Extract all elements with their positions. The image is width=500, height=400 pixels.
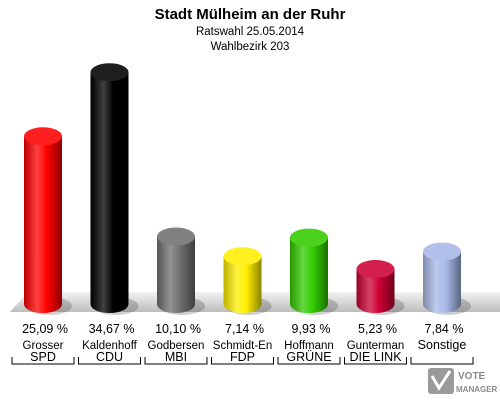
bar-body <box>157 236 195 313</box>
logo-line-vote: VOTE <box>458 371 486 382</box>
value-label: 34,67 % <box>89 322 135 336</box>
category-bracket <box>410 357 474 365</box>
value-label: 5,23 % <box>358 322 397 336</box>
logo-check-icon <box>430 370 452 391</box>
bar-body <box>90 72 129 313</box>
bar-sonstige <box>423 242 471 315</box>
candidate-label: Schmidt-En <box>213 340 272 352</box>
candidate-label: Godbersen <box>148 340 205 352</box>
party-label: MBI <box>165 350 187 364</box>
category-bracket <box>277 357 341 365</box>
party-label: DIE LINK <box>349 350 402 364</box>
bar-mbi <box>157 227 205 315</box>
value-label: 7,84 % <box>425 322 464 336</box>
bar-top <box>356 260 395 279</box>
bar-top <box>90 63 129 82</box>
bar-body <box>24 136 62 313</box>
party-label: CDU <box>96 350 123 364</box>
bar-die-link <box>356 260 405 315</box>
vote-manager-logo: VOTE MANAGER <box>428 368 498 394</box>
bar-body <box>223 256 262 313</box>
chart-subtitle-district: Wahlbezirk 203 <box>211 41 290 53</box>
logo-line-manager: MANAGER <box>456 385 498 394</box>
bars-group <box>24 63 471 315</box>
party-label: SPD <box>30 350 56 364</box>
category-bracket <box>78 357 141 365</box>
value-label: 7,14 % <box>225 322 264 336</box>
bar-spd <box>24 127 72 315</box>
bar-top <box>24 127 62 146</box>
category-bracket <box>211 357 274 365</box>
bar-body <box>423 251 461 313</box>
bar-top <box>423 242 461 261</box>
value-label: 25,09 % <box>22 322 68 336</box>
chart-subtitle-date: Ratswahl 25.05.2014 <box>196 26 305 38</box>
bar-fdp <box>223 247 272 315</box>
bar-gr-ne <box>290 228 338 315</box>
bar-top <box>223 247 262 266</box>
category-bracket <box>11 357 75 365</box>
category-bracket <box>144 357 208 365</box>
bar-body <box>290 237 328 313</box>
bar-top <box>290 228 328 247</box>
candidate-label: Gunterman <box>347 340 405 352</box>
bar-top <box>157 227 195 246</box>
candidate-label: Kaldenhoff <box>82 340 138 352</box>
party-label: FDP <box>230 350 255 364</box>
bar-body <box>356 269 395 313</box>
bar-cdu <box>90 63 139 315</box>
party-label: GRÜNE <box>286 350 331 364</box>
chart-title: Stadt Mülheim an der Ruhr <box>155 6 346 23</box>
candidate-label: Grosser <box>23 340 64 352</box>
value-label: 9,93 % <box>292 322 331 336</box>
candidate-label: Hoffmann <box>284 340 334 352</box>
party-label: Sonstige <box>418 338 467 352</box>
category-bracket <box>344 357 407 365</box>
value-label: 10,10 % <box>155 322 201 336</box>
